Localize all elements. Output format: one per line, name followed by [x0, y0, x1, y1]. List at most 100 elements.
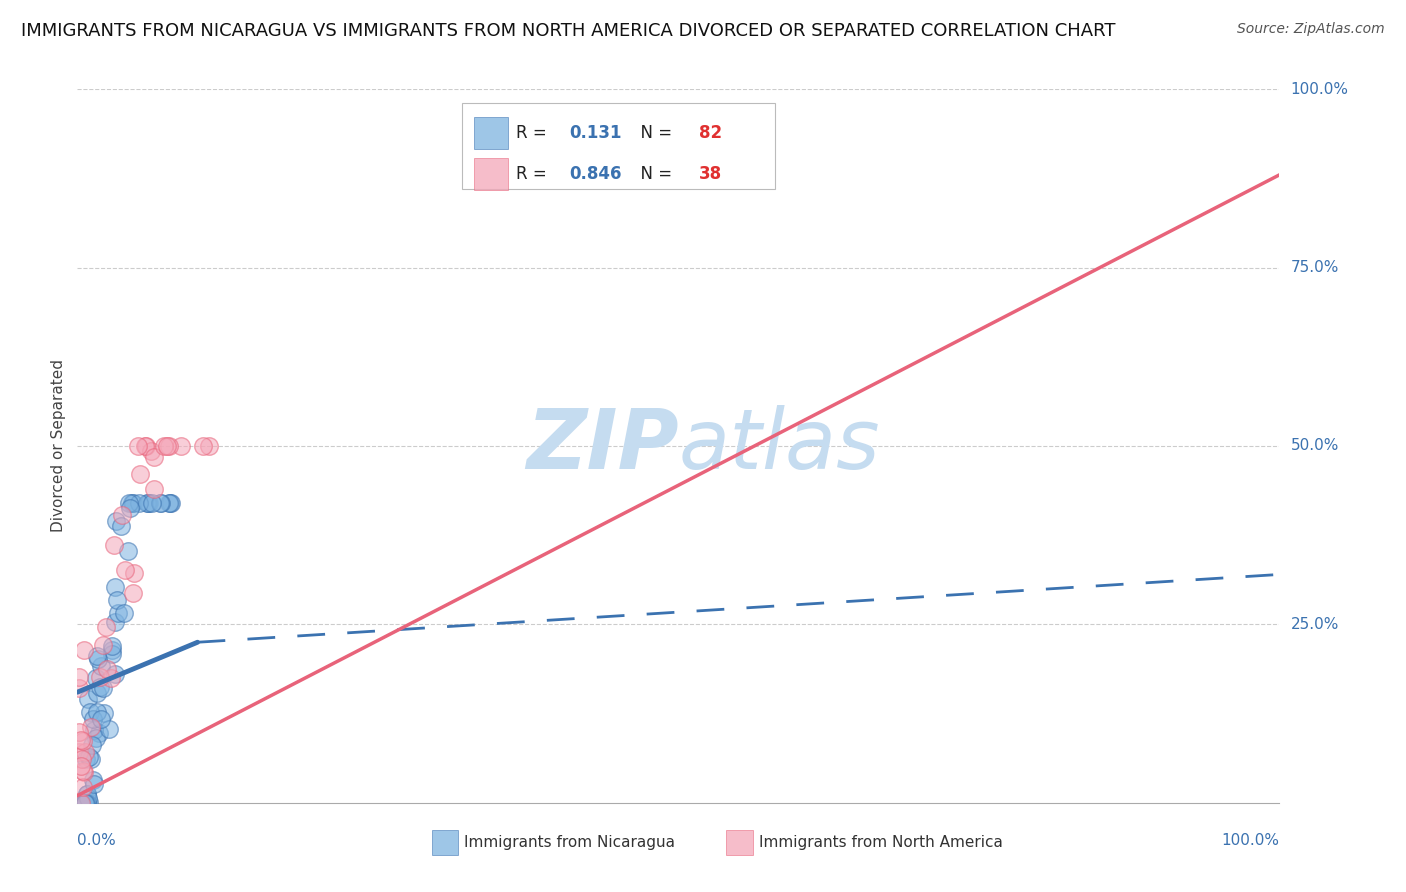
Text: R =: R =: [516, 165, 553, 183]
Point: [86, 686, 108, 700]
Point: [72, 780, 94, 794]
Point: [139, 444, 162, 458]
Point: [120, 501, 142, 516]
Point: [121, 496, 143, 510]
Point: [98, 722, 121, 736]
Point: [67, 681, 90, 695]
Point: [156, 439, 179, 453]
Point: [143, 450, 166, 465]
Point: [79, 706, 101, 720]
Text: 82: 82: [699, 125, 721, 143]
Point: [70, 796, 93, 810]
Point: [159, 496, 181, 510]
Point: [104, 515, 127, 529]
Point: [198, 439, 221, 453]
Point: [75, 796, 97, 810]
Point: [82, 712, 104, 726]
Text: R =: R =: [516, 125, 553, 143]
Point: [107, 606, 129, 620]
Point: [72, 796, 94, 810]
Text: N =: N =: [630, 165, 678, 183]
Point: [72, 764, 94, 778]
Point: [143, 482, 166, 496]
Point: [79, 752, 101, 766]
Text: ZIP: ZIP: [526, 406, 679, 486]
Point: [77, 791, 100, 805]
Point: [80, 739, 103, 753]
Point: [128, 496, 150, 510]
Point: [89, 680, 111, 694]
Point: [69, 796, 91, 810]
Point: [141, 496, 163, 510]
Text: 75.0%: 75.0%: [1291, 260, 1339, 275]
Point: [75, 796, 97, 810]
Point: [82, 772, 104, 787]
Point: [86, 649, 108, 664]
Text: Source: ZipAtlas.com: Source: ZipAtlas.com: [1237, 22, 1385, 37]
Point: [91, 681, 114, 695]
Point: [69, 724, 91, 739]
Point: [100, 639, 122, 653]
Point: [73, 796, 96, 810]
Text: Immigrants from North America: Immigrants from North America: [759, 835, 1002, 849]
Point: [70, 796, 93, 810]
Point: [76, 787, 98, 801]
Text: Immigrants from Nicaragua: Immigrants from Nicaragua: [464, 835, 675, 849]
Text: 0.846: 0.846: [569, 165, 621, 183]
Point: [111, 508, 134, 522]
Point: [84, 731, 107, 745]
Point: [77, 692, 100, 706]
Point: [75, 752, 97, 766]
Point: [159, 496, 181, 510]
Point: [114, 563, 136, 577]
Point: [73, 796, 96, 810]
Text: 0.0%: 0.0%: [77, 833, 117, 848]
Point: [73, 643, 96, 657]
Point: [191, 439, 214, 453]
Point: [117, 543, 139, 558]
Point: [84, 671, 107, 685]
Point: [79, 749, 101, 764]
Point: [76, 796, 98, 810]
Point: [96, 661, 118, 675]
Point: [90, 658, 112, 673]
Point: [69, 758, 91, 772]
Point: [127, 439, 149, 453]
Point: [89, 725, 111, 739]
Point: [69, 796, 91, 810]
Point: [157, 496, 180, 510]
Point: [135, 439, 157, 453]
Point: [104, 580, 127, 594]
Point: [67, 796, 90, 810]
Point: [153, 439, 176, 453]
Point: [128, 467, 150, 481]
Point: [89, 670, 111, 684]
Point: [134, 439, 156, 453]
Point: [96, 620, 118, 634]
Point: [75, 796, 97, 810]
Point: [67, 796, 90, 810]
Point: [138, 496, 160, 510]
Point: [70, 796, 93, 810]
Point: [67, 745, 90, 759]
Bar: [432, 830, 458, 855]
Point: [67, 796, 90, 810]
Point: [73, 796, 96, 810]
Point: [75, 796, 97, 810]
Point: [73, 796, 96, 810]
Point: [76, 787, 98, 801]
Point: [83, 723, 105, 738]
Point: [93, 706, 115, 720]
Text: IMMIGRANTS FROM NICARAGUA VS IMMIGRANTS FROM NORTH AMERICA DIVORCED OR SEPARATED: IMMIGRANTS FROM NICARAGUA VS IMMIGRANTS …: [21, 22, 1115, 40]
Point: [73, 796, 96, 810]
Point: [149, 496, 172, 510]
Point: [76, 796, 98, 810]
Point: [86, 706, 108, 720]
Point: [77, 795, 100, 809]
Point: [104, 615, 127, 629]
Point: [104, 666, 127, 681]
Point: [149, 496, 172, 510]
Point: [157, 439, 180, 453]
Point: [101, 642, 124, 657]
Point: [75, 796, 97, 810]
